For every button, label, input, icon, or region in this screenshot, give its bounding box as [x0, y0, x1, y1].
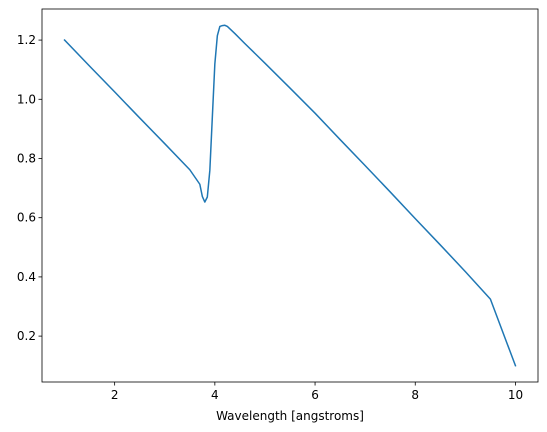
y-tick-label: 0.6 — [17, 211, 36, 225]
x-tick-label: 2 — [111, 388, 119, 402]
x-axis: 2 4 6 8 10 — [111, 382, 523, 402]
y-tick-label: 1.0 — [17, 92, 36, 106]
plot-area — [42, 9, 538, 382]
x-tick-label: 10 — [508, 388, 523, 402]
y-tick-label: 0.2 — [17, 329, 36, 343]
y-tick-label: 1.2 — [17, 33, 36, 47]
x-tick-label: 4 — [211, 388, 219, 402]
series-line — [63, 24, 517, 367]
x-axis-title: Wavelength [angstroms] — [216, 409, 364, 423]
y-axis: 0.2 0.4 0.6 0.8 1.0 1.2 — [17, 33, 42, 343]
x-tick-label: 6 — [311, 388, 319, 402]
x-tick-label: 8 — [411, 388, 419, 402]
plot-frame — [41, 8, 539, 383]
y-tick-label: 0.8 — [17, 151, 36, 165]
series-layer — [63, 24, 517, 367]
y-tick-label: 0.4 — [17, 270, 36, 284]
